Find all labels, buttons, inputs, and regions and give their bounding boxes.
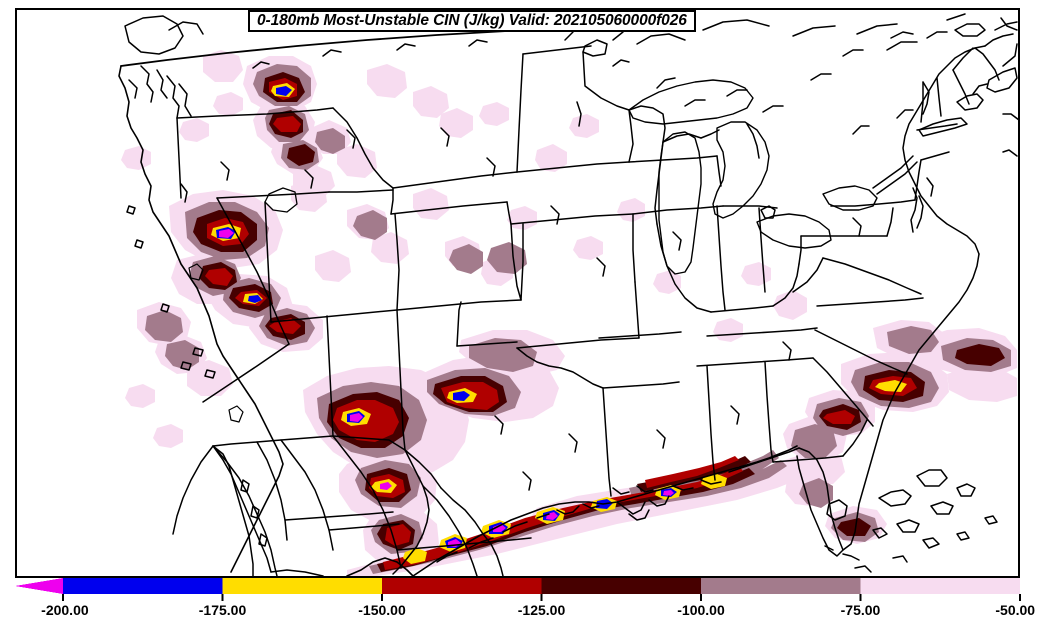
colorbar-segment xyxy=(222,578,383,594)
colorbar-ticks xyxy=(0,594,1044,602)
colorbar-tick-label: -75.00 xyxy=(840,602,881,618)
colorbar-area: -200.00 -175.00 -150.00 -125.00 -100.00 -75.0… xyxy=(0,576,1044,632)
colorbar-tick-label: -50.00 xyxy=(995,602,1036,618)
colorbar-tick-label: -125.00 xyxy=(517,602,566,618)
colorbar-segment xyxy=(860,578,1020,594)
colorbar-tick-label: -150.00 xyxy=(358,602,406,618)
plot-title-box: 0-180mb Most-Unstable CIN (J/kg) Valid: … xyxy=(248,10,696,32)
map-geography xyxy=(118,10,1018,576)
map-panel xyxy=(15,8,1020,578)
map-canvas xyxy=(17,10,1018,576)
colorbar-segment xyxy=(382,578,543,594)
colorbar-segment xyxy=(701,578,862,594)
colorbar-labels: -200.00 -175.00 -150.00 -125.00 -100.00 -75.0… xyxy=(0,602,1044,624)
colorbar-tick-label: -100.00 xyxy=(677,602,725,618)
plot-title-text: 0-180mb Most-Unstable CIN (J/kg) Valid: … xyxy=(257,12,687,29)
colorbar-tick-label: -200.00 xyxy=(41,602,89,618)
colorbar-segment xyxy=(63,578,224,594)
colorbar-tick-label: -175.00 xyxy=(198,602,247,618)
colorbar-segment xyxy=(541,578,702,594)
colorbar xyxy=(15,578,1020,594)
colorbar-under-arrow xyxy=(15,578,63,594)
